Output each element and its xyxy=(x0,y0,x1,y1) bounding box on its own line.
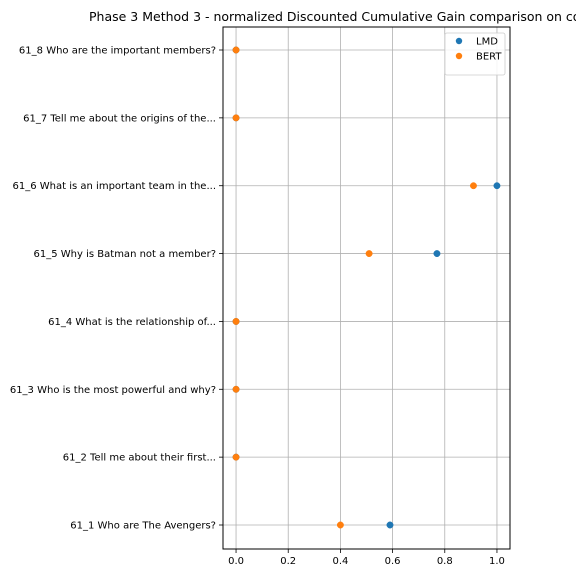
data-point-bert xyxy=(470,182,477,190)
legend-label: BERT xyxy=(476,52,502,63)
data-point-bert xyxy=(232,453,240,461)
grid-layer xyxy=(223,27,510,549)
legend-label: LMD xyxy=(476,37,498,48)
legend: LMD BERT xyxy=(444,32,506,76)
y-tick-label: 61_3 Who is the most powerful and why? xyxy=(10,385,216,396)
x-tick-label: 0.4 xyxy=(332,556,348,567)
y-tick-label: 61_4 What is the relationship of... xyxy=(48,317,216,328)
y-tick-label: 61_2 Tell me about their first... xyxy=(63,453,216,464)
x-tick-label: 0.8 xyxy=(437,556,453,567)
points-layer xyxy=(232,46,501,529)
y-tick-label: 61_1 Who are The Avengers? xyxy=(70,521,216,532)
y-tick-label: 61_7 Tell me about the origins of the... xyxy=(23,113,216,124)
x-tick-label: 1.0 xyxy=(489,556,505,567)
x-axis: 0.0 0.2 0.4 0.6 0.8 1.0 xyxy=(228,549,505,567)
plot-frame xyxy=(222,26,511,550)
y-tick-label: 61_6 What is an important team in the... xyxy=(13,181,216,192)
legend-marker-lmd xyxy=(455,37,463,45)
x-tick-label: 0.6 xyxy=(385,556,401,567)
data-point-bert xyxy=(336,521,344,529)
data-point-lmd xyxy=(493,182,501,190)
data-point-lmd xyxy=(386,521,394,529)
data-point-bert xyxy=(232,317,240,325)
legend-marker-bert xyxy=(455,52,463,60)
y-axis: 61_1 Who are The Avengers? 61_2 Tell me a… xyxy=(10,46,223,532)
x-tick-label: 0.2 xyxy=(280,556,296,567)
data-point-bert xyxy=(232,385,240,393)
data-point-lmd xyxy=(433,250,441,258)
data-point-bert xyxy=(365,250,373,258)
y-tick-label: 61_8 Who are the important members? xyxy=(19,46,216,57)
chart-title: Phase 3 Method 3 - normalized Discounted… xyxy=(89,9,576,24)
x-tick-label: 0.0 xyxy=(228,556,244,567)
data-point-bert xyxy=(232,114,240,122)
y-tick-label: 61_5 Why is Batman not a member? xyxy=(34,249,216,260)
data-point-bert xyxy=(232,46,240,54)
